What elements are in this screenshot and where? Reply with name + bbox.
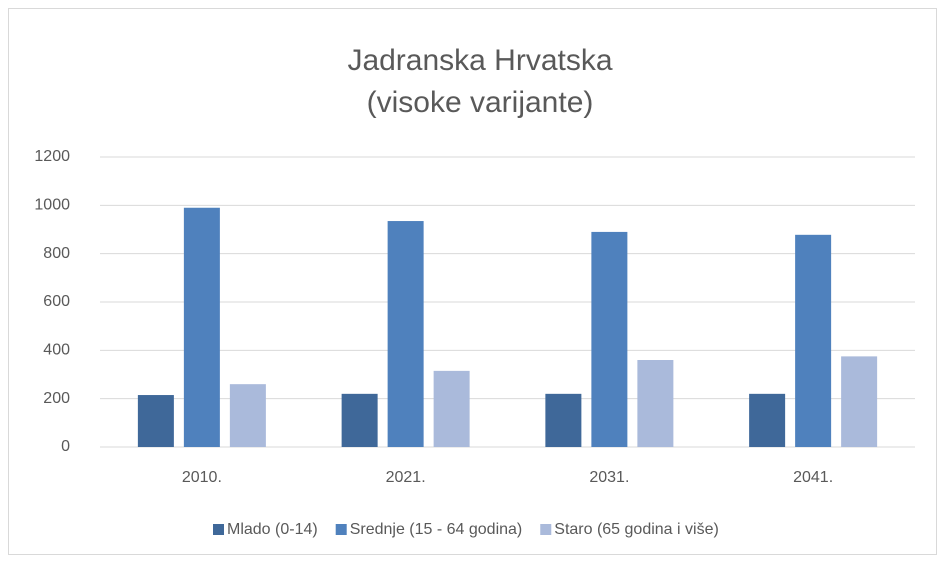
bar: [591, 231, 628, 447]
x-tick-label: 2031.: [589, 469, 629, 486]
bar: [749, 393, 786, 447]
bar: [433, 370, 470, 447]
y-tick-label: 200: [43, 390, 70, 407]
legend-label: Mlado (0-14): [227, 521, 318, 538]
x-tick-label: 2010.: [182, 469, 222, 486]
y-tick-label: 1000: [34, 197, 70, 214]
legend-label: Srednje (15 - 64 godina): [350, 521, 523, 538]
legend-swatch: [335, 524, 347, 535]
bar: [637, 360, 674, 447]
bar: [229, 384, 266, 447]
bar: [137, 395, 174, 447]
y-tick-label: 800: [43, 245, 70, 262]
bar: [183, 207, 220, 447]
bar: [795, 234, 832, 447]
x-tick-label: 2021.: [386, 469, 426, 486]
legend-swatch: [540, 524, 552, 535]
chart-border: [8, 8, 937, 555]
bar: [841, 356, 878, 447]
bar: [387, 221, 424, 447]
y-tick-label: 0: [61, 438, 70, 455]
chart-title: Jadranska Hrvatska: [347, 44, 612, 77]
x-tick-label: 2041.: [793, 469, 833, 486]
legend-label: Staro (65 godina i više): [554, 521, 719, 538]
y-tick-label: 1200: [34, 148, 70, 165]
chart-title: (visoke varijante): [367, 86, 594, 119]
y-tick-label: 400: [43, 342, 70, 359]
bar: [341, 393, 378, 447]
bar: [545, 393, 582, 447]
y-tick-label: 600: [43, 293, 70, 310]
legend-swatch: [213, 524, 224, 535]
